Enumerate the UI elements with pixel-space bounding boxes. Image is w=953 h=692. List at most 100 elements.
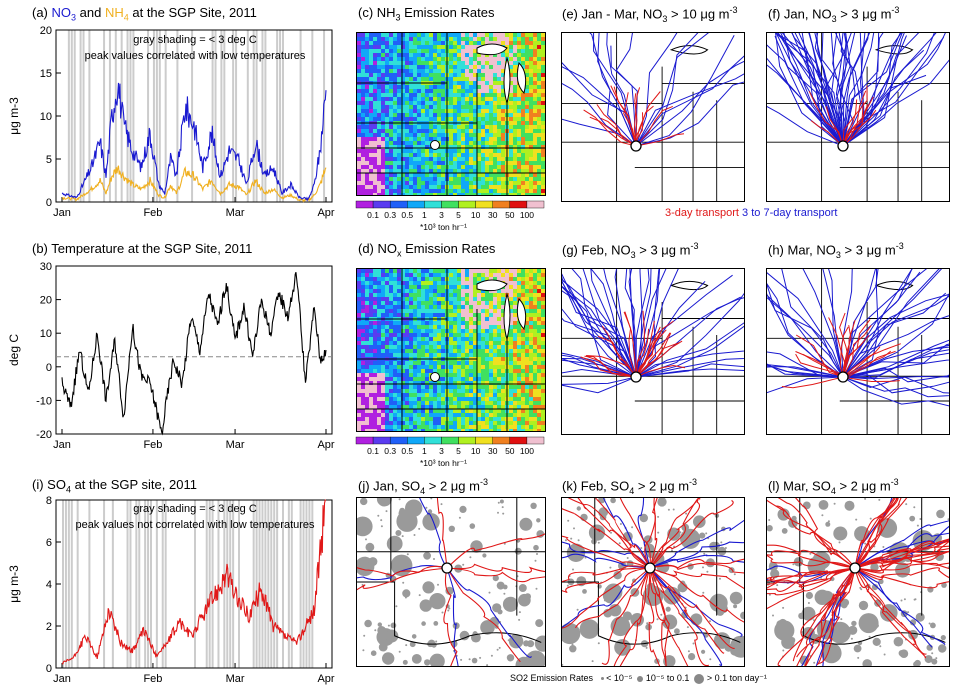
emission-cell (465, 397, 469, 401)
emission-cell (461, 337, 465, 341)
emission-cell (477, 109, 481, 113)
sgp-site-marker (644, 562, 656, 574)
trajectory-long (767, 364, 844, 378)
emission-cell (461, 293, 465, 297)
emission-cell (437, 53, 441, 57)
emission-cell (513, 129, 517, 133)
emission-cell (377, 41, 381, 45)
emission-cell (401, 181, 405, 185)
emission-cell (461, 125, 465, 129)
emission-cell (381, 365, 385, 369)
emission-cell (453, 401, 457, 405)
emission-cell (373, 61, 377, 65)
emission-cell (493, 317, 497, 321)
emission-cell (537, 85, 541, 89)
emission-cell (373, 285, 377, 289)
emission-cell (409, 341, 413, 345)
emission-cell (357, 269, 361, 273)
emission-cell (405, 345, 409, 349)
emission-cell (433, 125, 437, 129)
emission-cell (409, 333, 413, 337)
trajectory-short (649, 567, 725, 654)
emission-cell (513, 69, 517, 73)
so2-source-dot (864, 498, 867, 500)
emission-cell (437, 273, 441, 277)
so2-source-dot (657, 515, 660, 518)
emission-cell (477, 149, 481, 153)
emission-cell (413, 177, 417, 181)
emission-cell (513, 417, 517, 421)
emission-cell (417, 109, 421, 113)
emission-cell (501, 301, 505, 305)
emission-cell (393, 89, 397, 93)
emission-cell (389, 61, 393, 65)
emission-cell (429, 85, 433, 89)
emission-cell (473, 189, 477, 193)
emission-cell (397, 373, 401, 377)
emission-cell (401, 337, 405, 341)
emission-cell (373, 169, 377, 173)
emission-cell (357, 45, 361, 49)
emission-cell (381, 397, 385, 401)
emission-cell (409, 293, 413, 297)
emission-cell (489, 365, 493, 369)
emission-cell (409, 281, 413, 285)
emission-cell (437, 277, 441, 281)
emission-cell (505, 53, 509, 57)
emission-cell (497, 141, 501, 145)
emission-cell (429, 401, 433, 405)
emission-cell (373, 309, 377, 313)
so2-source-dot (941, 582, 947, 588)
emission-cell (389, 389, 393, 393)
emission-cell (509, 41, 513, 45)
emission-cell (433, 101, 437, 105)
so2-source-dot (701, 649, 706, 654)
emission-cell (533, 149, 537, 153)
emission-cell (429, 105, 433, 109)
emission-cell (409, 125, 413, 129)
emission-cell (385, 101, 389, 105)
emission-cell (425, 321, 429, 325)
emission-cell (437, 301, 441, 305)
emission-cell (481, 165, 485, 169)
emission-cell (425, 93, 429, 97)
emission-cell (405, 385, 409, 389)
emission-cell (533, 373, 537, 377)
emission-cell (469, 321, 473, 325)
emission-cell (449, 49, 453, 53)
colorbar-tick-label: 3 (439, 210, 444, 220)
emission-cell (449, 337, 453, 341)
emission-cell (357, 429, 361, 431)
emission-cell (405, 373, 409, 377)
emission-cell (393, 293, 397, 297)
emission-cell (541, 65, 545, 69)
emission-cell (453, 89, 457, 93)
emission-cell (389, 353, 393, 357)
so2-source-dot (626, 557, 629, 559)
emission-cell (513, 273, 517, 277)
emission-cell (405, 361, 409, 365)
emission-cell (513, 57, 517, 61)
emission-cell (437, 305, 441, 309)
trajectory-long (446, 567, 459, 666)
emission-cell (393, 273, 397, 277)
emission-cell (421, 397, 425, 401)
emission-cell (417, 321, 421, 325)
emission-cell (401, 405, 405, 409)
emission-cell (401, 61, 405, 65)
so2-source-dot (502, 512, 505, 515)
so2-source-dot (692, 642, 695, 645)
emission-cell (509, 345, 513, 349)
emission-cell (377, 61, 381, 65)
emission-cell (441, 325, 445, 329)
trajectory-long (635, 60, 744, 147)
emission-cell (401, 409, 405, 413)
emission-cell (361, 385, 365, 389)
emission-cell (469, 145, 473, 149)
emission-cell (365, 373, 369, 377)
emission-cell (433, 397, 437, 401)
emission-cell (529, 349, 533, 353)
emission-cell (397, 149, 401, 153)
emission-cell (385, 117, 389, 121)
emission-cell (449, 301, 453, 305)
